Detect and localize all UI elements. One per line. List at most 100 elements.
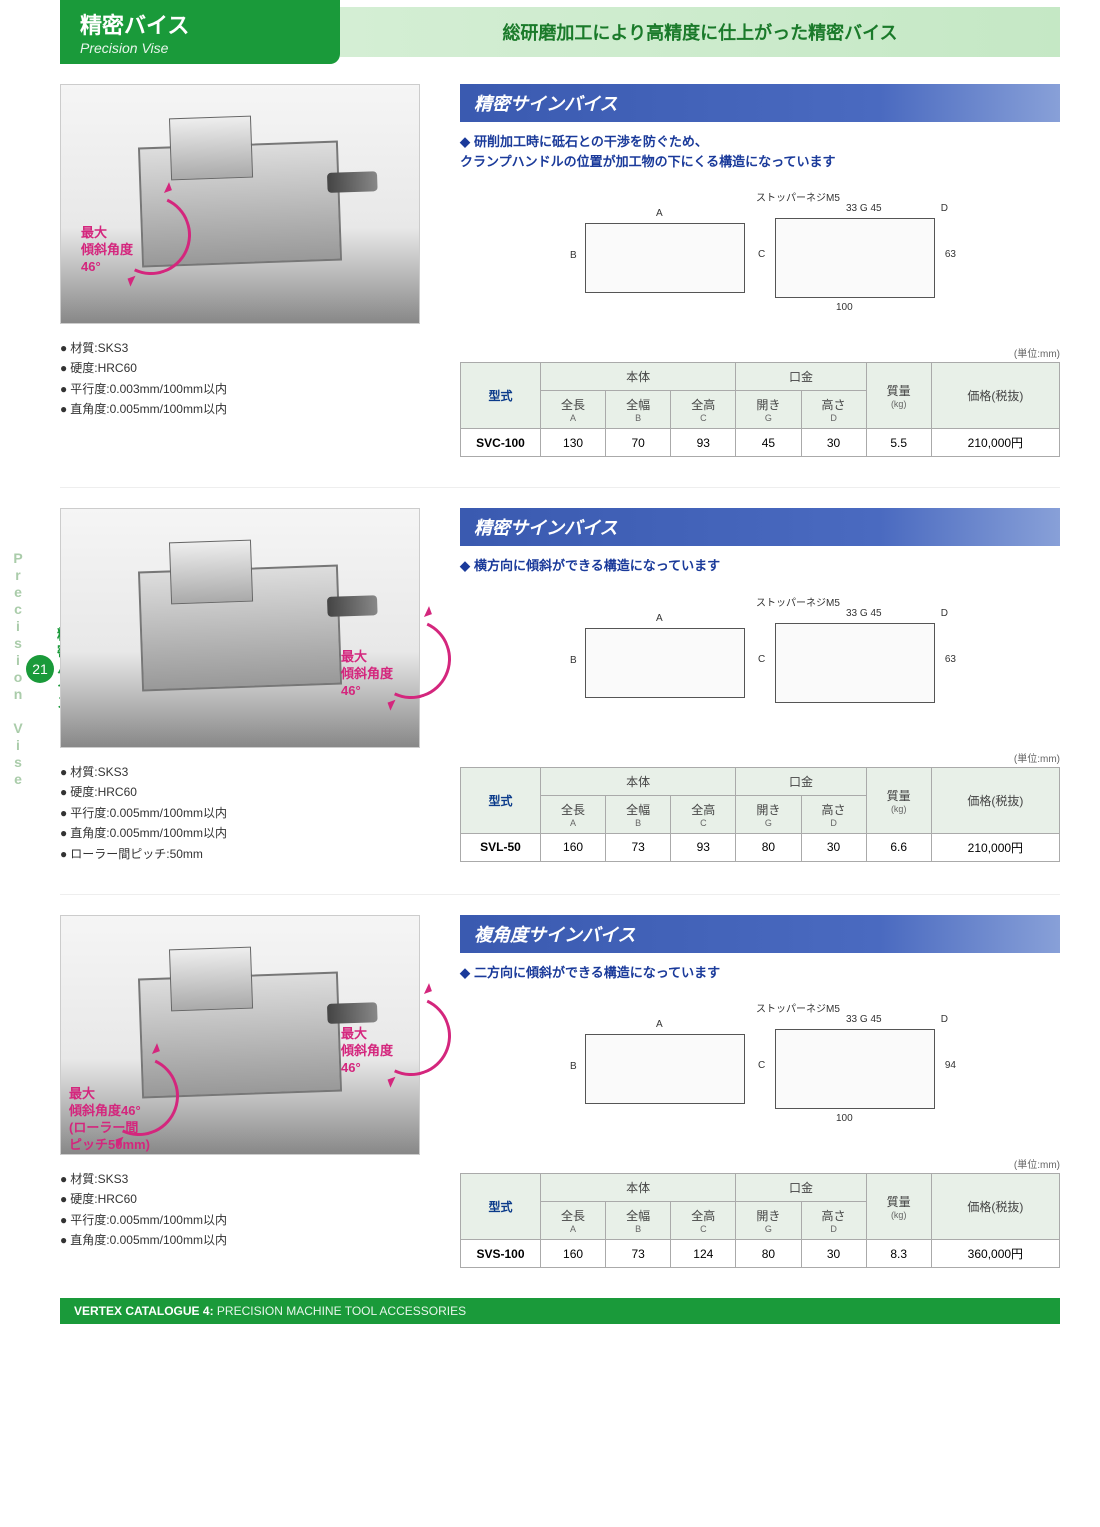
technical-diagram: A B ストッパーネジM533 G 45C94D100 bbox=[460, 994, 1060, 1144]
cell-model: SVL-50 bbox=[461, 833, 541, 861]
col-header: 開きG bbox=[736, 1202, 801, 1240]
table-row: SVL-50160739380306.6210,000円 bbox=[461, 833, 1060, 861]
header-title-jp: 精密バイス bbox=[80, 8, 320, 40]
spec-line: 直角度:0.005mm/100mm以内 bbox=[60, 399, 440, 419]
material-specs: 材質:SKS3硬度:HRC60平行度:0.005mm/100mm以内直角度:0.… bbox=[60, 1169, 440, 1251]
cell-value: 73 bbox=[606, 1240, 671, 1268]
dim-label: B bbox=[570, 1061, 577, 1072]
angle-label: 最大 傾斜角度 46° bbox=[81, 225, 133, 276]
diagram-side-view: AB bbox=[585, 628, 745, 698]
dim-label: 100 bbox=[836, 1113, 853, 1124]
spec-table: 型式本体口金質量(kg)価格(税抜)全長A全幅B全高C開きG高さDSVL-501… bbox=[460, 767, 1060, 862]
dim-stopper-label: ストッパーネジM5 bbox=[756, 594, 840, 609]
cell-value: 130 bbox=[541, 429, 606, 457]
footer-sub: PRECISION MACHINE TOOL ACCESSORIES bbox=[217, 1304, 466, 1318]
footer-brand: VERTEX CATALOGUE 4: bbox=[74, 1304, 214, 1318]
cell-value: 30 bbox=[801, 429, 866, 457]
col-group-jaw: 口金 bbox=[736, 1174, 866, 1202]
cell-model: SVS-100 bbox=[461, 1240, 541, 1268]
cell-value: 6.6 bbox=[866, 833, 931, 861]
product-title: 複角度サインバイス bbox=[460, 915, 1060, 953]
spec-line: 硬度:HRC60 bbox=[60, 1189, 440, 1209]
angle-label: 最大 傾斜角度46° (ローラー間 ピッチ50mm) bbox=[69, 1086, 150, 1154]
vise-illustration bbox=[138, 565, 342, 692]
cell-value: 160 bbox=[541, 1240, 606, 1268]
col-header: 全高C bbox=[671, 1202, 736, 1240]
col-header: 全長A bbox=[541, 795, 606, 833]
table-row: SVS-1001607312480308.3360,000円 bbox=[461, 1240, 1060, 1268]
header-tagline: 総研磨加工により高精度に仕上がった精密バイス bbox=[340, 7, 1060, 57]
cell-value: 360,000円 bbox=[931, 1240, 1059, 1268]
product-title: 精密サインバイス bbox=[460, 508, 1060, 546]
spec-line: 硬度:HRC60 bbox=[60, 782, 440, 802]
col-header: 全高C bbox=[671, 795, 736, 833]
spec-line: 材質:SKS3 bbox=[60, 338, 440, 358]
product-block: 最大 傾斜角度 46°材質:SKS3硬度:HRC60平行度:0.005mm/10… bbox=[60, 487, 1060, 864]
product-feature: 研削加工時に砥石との干渉を防ぐため、 クランプハンドルの位置が加工物の下にくる構… bbox=[460, 132, 1060, 171]
col-header: 全長A bbox=[541, 1202, 606, 1240]
side-tab-en: Precision Vise bbox=[10, 550, 26, 788]
spec-table: 型式本体口金質量(kg)価格(税抜)全長A全幅B全高C開きG高さDSVC-100… bbox=[460, 362, 1060, 457]
col-header: 全高C bbox=[671, 391, 736, 429]
dim-label: A bbox=[656, 613, 663, 624]
product-feature: 横方向に傾斜ができる構造になっています bbox=[460, 556, 1060, 576]
col-price: 価格(税抜) bbox=[931, 363, 1059, 429]
cell-value: 30 bbox=[801, 1240, 866, 1268]
spec-line: 硬度:HRC60 bbox=[60, 358, 440, 378]
dim-label: D bbox=[941, 1014, 948, 1025]
technical-diagram: ABストッパーネジM533 G 45C63D bbox=[460, 588, 1060, 738]
angle-label: 最大 傾斜角度 46° bbox=[341, 1026, 393, 1077]
material-specs: 材質:SKS3硬度:HRC60平行度:0.003mm/100mm以内直角度:0.… bbox=[60, 338, 440, 420]
dim-label: B bbox=[570, 655, 577, 666]
spec-line: 平行度:0.005mm/100mm以内 bbox=[60, 803, 440, 823]
cell-value: 124 bbox=[671, 1240, 736, 1268]
dim-label: B bbox=[570, 250, 577, 261]
col-group-jaw: 口金 bbox=[736, 363, 866, 391]
col-mass: 質量(kg) bbox=[866, 1174, 931, 1240]
dim-label: 63 bbox=[945, 654, 956, 665]
col-mass: 質量(kg) bbox=[866, 363, 931, 429]
cell-value: 5.5 bbox=[866, 429, 931, 457]
cell-value: 210,000円 bbox=[931, 429, 1059, 457]
col-group-body: 本体 bbox=[541, 1174, 736, 1202]
spec-line: 平行度:0.005mm/100mm以内 bbox=[60, 1210, 440, 1230]
side-tab-pagenum: 21 bbox=[26, 655, 54, 683]
product-feature: 二方向に傾斜ができる構造になっています bbox=[460, 963, 1060, 983]
page-footer: VERTEX CATALOGUE 4: PRECISION MACHINE TO… bbox=[60, 1298, 1060, 1324]
cell-value: 93 bbox=[671, 833, 736, 861]
dim-stopper-label: ストッパーネジM5 bbox=[756, 189, 840, 204]
diagram-top-view: ストッパーネジM533 G 45C94D100 bbox=[775, 1029, 935, 1109]
cell-value: 160 bbox=[541, 833, 606, 861]
cell-value: 30 bbox=[801, 833, 866, 861]
diagram-top-view: ストッパーネジM533 G 45C63D bbox=[775, 623, 935, 703]
dim-stopper-label: ストッパーネジM5 bbox=[756, 1000, 840, 1015]
spec-line: ローラー間ピッチ:50mm bbox=[60, 844, 440, 864]
dim-label: 63 bbox=[945, 249, 956, 260]
col-header: 高さD bbox=[801, 795, 866, 833]
product-title: 精密サインバイス bbox=[460, 84, 1060, 122]
dim-label: D bbox=[941, 608, 948, 619]
header-title-block: 精密バイス Precision Vise bbox=[60, 0, 340, 64]
dim-label: A bbox=[656, 1019, 663, 1030]
diagram-top-view: ストッパーネジM533 G 45C63D100 bbox=[775, 218, 935, 298]
diagram-side-view: AB bbox=[585, 223, 745, 293]
product-photo: 最大 傾斜角度 46° bbox=[60, 508, 420, 748]
cell-value: 210,000円 bbox=[931, 833, 1059, 861]
dim-label: C bbox=[758, 1060, 765, 1071]
col-header: 開きG bbox=[736, 795, 801, 833]
unit-note: (単位:mm) bbox=[460, 750, 1060, 765]
col-model: 型式 bbox=[461, 363, 541, 429]
cell-value: 80 bbox=[736, 1240, 801, 1268]
cell-value: 73 bbox=[606, 833, 671, 861]
product-block: 最大 傾斜角度46° (ローラー間 ピッチ50mm) 最大 傾斜角度 46° 材質:… bbox=[60, 894, 1060, 1269]
col-mass: 質量(kg) bbox=[866, 767, 931, 833]
col-header: 全幅B bbox=[606, 1202, 671, 1240]
unit-note: (単位:mm) bbox=[460, 1156, 1060, 1171]
col-header: 高さD bbox=[801, 1202, 866, 1240]
col-header: 全幅B bbox=[606, 391, 671, 429]
product-photo: 最大 傾斜角度46° (ローラー間 ピッチ50mm) 最大 傾斜角度 46° bbox=[60, 915, 420, 1155]
cell-value: 8.3 bbox=[866, 1240, 931, 1268]
spec-line: 直角度:0.005mm/100mm以内 bbox=[60, 1230, 440, 1250]
page-header: 精密バイス Precision Vise 総研磨加工により高精度に仕上がった精密… bbox=[60, 0, 1060, 64]
cell-value: 70 bbox=[606, 429, 671, 457]
